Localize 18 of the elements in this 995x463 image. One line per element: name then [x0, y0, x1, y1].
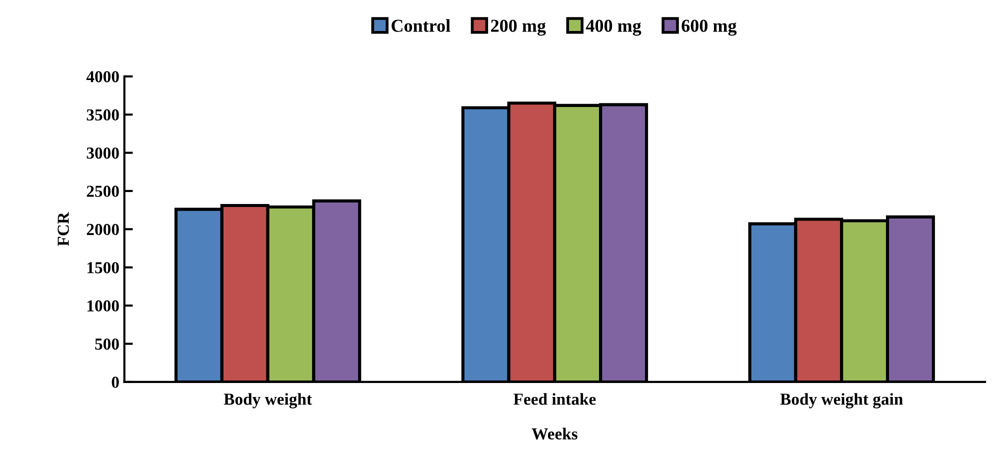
y-axis-title: FCR [58, 212, 69, 246]
y-tick-label: 1500 [88, 262, 119, 274]
x-axis-title: Weeks [532, 428, 578, 440]
y-tick-label: 2500 [86, 186, 119, 197]
legend-label: 200 mg [491, 20, 546, 36]
y-tick-label: 3500 [86, 109, 119, 121]
y-tick-label: 4000 [86, 71, 119, 82]
y-tick-label: 2000 [86, 224, 119, 236]
legend-label: Control [392, 19, 450, 32]
legend-label: 600 mg [682, 20, 737, 36]
x-tick-label: Body weight [224, 393, 312, 408]
y-tick-label: 500 [95, 338, 119, 350]
y-tick-label: 3000 [86, 147, 119, 159]
y-tick-label: 0 [112, 376, 119, 388]
legend-label: 400 mg [586, 20, 642, 36]
x-tick-label: Body weight gain [780, 393, 903, 408]
x-tick-label: Feed intake [514, 393, 596, 405]
y-tick-label: 1000 [88, 300, 119, 312]
